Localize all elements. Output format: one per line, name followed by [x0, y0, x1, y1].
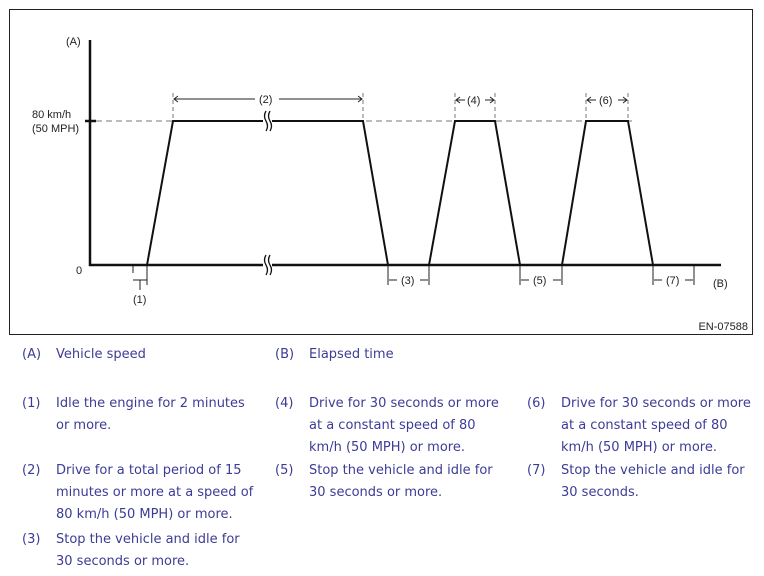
interval-label-3: (3): [401, 275, 414, 287]
legend-text: Vehicle speed: [56, 347, 146, 362]
legend-text: Drive for 30 seconds or more: [309, 396, 499, 411]
zero-label: 0: [76, 265, 82, 277]
legend-text: 80 km/h (50 MPH) or more.: [56, 507, 233, 522]
interval-label-6: (6): [599, 95, 612, 107]
interval-label-2: (2): [259, 94, 272, 106]
legend-text: at a constant speed of 80: [561, 418, 728, 433]
legend-text: km/h (50 MPH) or more.: [561, 440, 717, 455]
legend-text: minutes or more at a speed of: [56, 485, 254, 500]
interval-label-4: (4): [467, 95, 480, 107]
legend-key: (B): [275, 347, 295, 362]
legend-text: 30 seconds or more.: [309, 485, 443, 500]
legend-text: km/h (50 MPH) or more.: [309, 440, 465, 455]
legend-text: Stop the vehicle and idle for: [56, 532, 240, 547]
figure-frame: [9, 9, 753, 335]
speed-trace-segment-6: [561, 120, 654, 266]
dimension-arrows-bottom: [132, 266, 695, 290]
legend-key: (4): [275, 396, 294, 411]
interval-label-5: (5): [533, 275, 546, 287]
speed-trace-segment-4: [428, 120, 521, 266]
legend-key: (1): [22, 396, 41, 411]
legend-key: (2): [22, 463, 41, 478]
legend-text: or more.: [56, 418, 112, 433]
x-axis-label: (B): [713, 278, 728, 290]
dimension-extension-lines: [172, 93, 629, 121]
legend-text: Drive for a total period of 15: [56, 463, 242, 478]
legend-text: Drive for 30 seconds or more: [561, 396, 751, 411]
legend-text: Stop the vehicle and idle for: [309, 463, 493, 478]
legend-text: at a constant speed of 80: [309, 418, 476, 433]
legend-text: Idle the engine for 2 minutes: [56, 396, 245, 411]
legend-text: 30 seconds.: [561, 485, 639, 500]
figure-id: EN-07588: [698, 321, 748, 333]
speed-label-mph: (50 MPH): [32, 123, 79, 135]
y-axis-label: (A): [66, 36, 81, 48]
legend-key: (7): [527, 463, 546, 478]
dimension-arrows-top: [173, 95, 628, 104]
interval-label-1: (1): [133, 294, 146, 306]
legend-key: (3): [22, 532, 41, 547]
legend-key: (A): [22, 347, 42, 362]
speed-label: 80 km/h: [32, 109, 71, 121]
legend-text: 30 seconds or more.: [56, 554, 190, 569]
legend-key: (6): [527, 396, 546, 411]
speed-time-diagram: (A) 80 km/h (50 MPH) 0 (B) (1) (2) (3) (…: [9, 9, 753, 335]
legend-key: (5): [275, 463, 294, 478]
legend-text: Elapsed time: [309, 347, 394, 362]
legend-text: Stop the vehicle and idle for: [561, 463, 745, 478]
axis-break-marks: [263, 110, 273, 276]
interval-label-7: (7): [666, 275, 679, 287]
speed-trace-segment-2: [146, 120, 389, 266]
